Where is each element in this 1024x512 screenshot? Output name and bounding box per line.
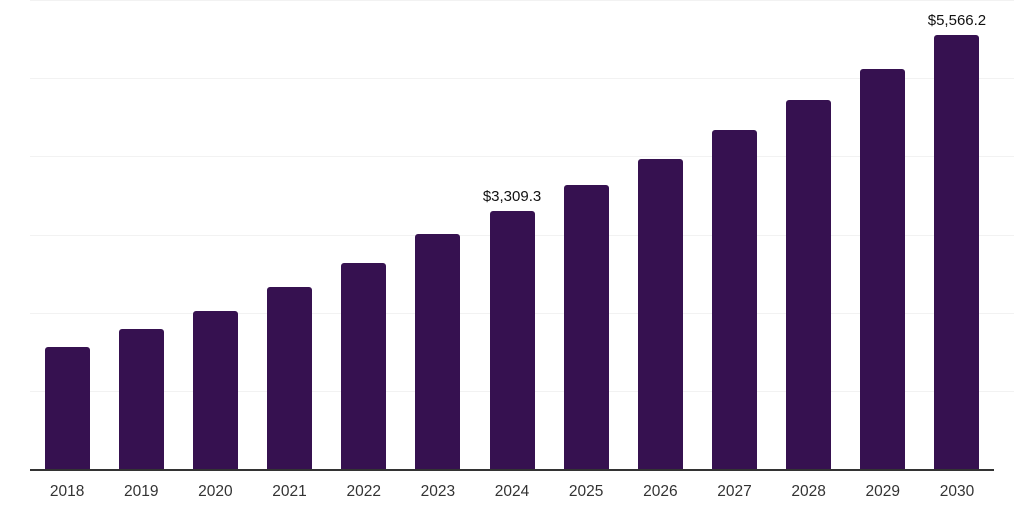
bar-column-2024: $3,309.3: [475, 1, 549, 470]
gridline-4000: [30, 156, 1014, 158]
data-label-2024: $3,309.3: [482, 188, 542, 206]
x-tick-label-2019: 2019: [123, 483, 159, 500]
bars-container: $3,309.3 $5,566.2: [30, 1, 994, 470]
bar-column-2030: $5,566.2: [920, 1, 994, 470]
x-tick-label-2018: 2018: [49, 483, 85, 500]
x-tick-label-2021: 2021: [272, 483, 307, 500]
bar-column-2025: [549, 1, 623, 470]
bar-2023: [415, 233, 461, 470]
x-tick-label-2026: 2026: [643, 483, 678, 500]
gridline-5000: [30, 78, 1014, 80]
x-tick-label-2027: 2027: [717, 483, 752, 500]
bar-2018: [44, 347, 90, 470]
bar-2027: [711, 129, 757, 470]
bar-column-2029: [846, 1, 920, 470]
bar-column-2021: [252, 1, 326, 470]
bar-2030: [934, 34, 980, 470]
bar-2025: [563, 185, 609, 470]
x-axis-labels: 2018 2019 2020 2021 2022 2023 2024 2025 2026 2027…: [30, 470, 994, 512]
bar-2026: [637, 158, 683, 470]
bar-column-2022: [327, 1, 401, 470]
x-tick-label-2025: 2025: [568, 483, 604, 500]
x-tick-label-2020: 2020: [198, 483, 233, 500]
bar-2028: [786, 99, 832, 470]
bar-column-2028: [772, 1, 846, 470]
x-tick-label-2030: 2030: [939, 483, 975, 500]
x-tick-label-2028: 2028: [791, 483, 826, 500]
bar-2021: [267, 286, 313, 470]
plot-area: $3,309.3 $5,566.2: [30, 0, 1014, 471]
gridline-6000: [30, 0, 1014, 1]
bar-2019: [118, 329, 164, 470]
bar-2024: [489, 211, 535, 470]
x-tick-label-2029: 2029: [865, 483, 901, 500]
bar-2020: [192, 310, 238, 470]
x-tick-label-2024: 2024: [494, 483, 530, 500]
data-label-2030: $5,566.2: [927, 11, 987, 29]
bar-column-2027: [697, 1, 771, 470]
bar-2022: [341, 263, 387, 470]
bar-2029: [860, 69, 906, 470]
x-axis-line: [30, 469, 994, 471]
bar-column-2020: [178, 1, 252, 470]
bar-column-2023: [401, 1, 475, 470]
x-tick-label-2022: 2022: [346, 483, 381, 500]
x-tick-label-2023: 2023: [420, 483, 456, 500]
bar-column-2018: [30, 1, 104, 470]
bar-column-2019: [104, 1, 178, 470]
bar-column-2026: [623, 1, 697, 470]
